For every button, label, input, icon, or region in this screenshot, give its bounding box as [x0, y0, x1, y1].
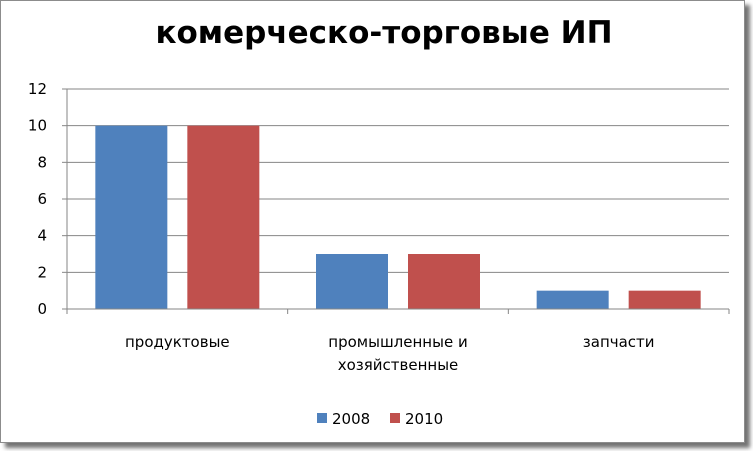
y-tick-label: 12 [28, 80, 47, 98]
category-label: промышленные и [328, 333, 467, 351]
bar-2008-2 [536, 290, 609, 309]
y-tick-label: 2 [37, 263, 47, 281]
y-tick-label: 10 [28, 117, 47, 135]
chart-title: комерческо-торговые ИП [155, 15, 612, 51]
legend-label-2008: 2008 [332, 410, 370, 428]
chart-frame: комерческо-торговые ИП 0 2 4 6 8 10 12 продукт… [0, 0, 745, 443]
y-axis-ticks: 0 2 4 6 8 10 12 [28, 80, 67, 318]
bar-2010-2 [628, 290, 701, 309]
legend-label-2010: 2010 [405, 410, 443, 428]
y-tick-label: 0 [37, 300, 47, 318]
bar-chart: комерческо-торговые ИП 0 2 4 6 8 10 12 продукт… [28, 15, 730, 428]
bar-2010-0 [187, 125, 260, 310]
category-label: хозяйственные [338, 356, 459, 374]
legend-swatch-2010 [390, 413, 400, 423]
y-tick-label: 6 [37, 190, 47, 208]
gridlines [67, 88, 729, 273]
category-labels: продуктовые промышленные и хозяйственные за… [125, 333, 655, 374]
axes [66, 89, 730, 314]
legend-swatch-2008 [317, 413, 327, 423]
category-label: запчасти [583, 333, 655, 351]
y-tick-label: 8 [37, 153, 47, 171]
category-label: продуктовые [125, 333, 230, 351]
bars [95, 125, 701, 310]
bar-2008-0 [95, 125, 168, 310]
bar-2010-1 [408, 254, 480, 309]
legend: 2008 2010 [317, 410, 443, 428]
bar-2008-1 [316, 254, 388, 309]
y-tick-label: 4 [37, 227, 47, 245]
